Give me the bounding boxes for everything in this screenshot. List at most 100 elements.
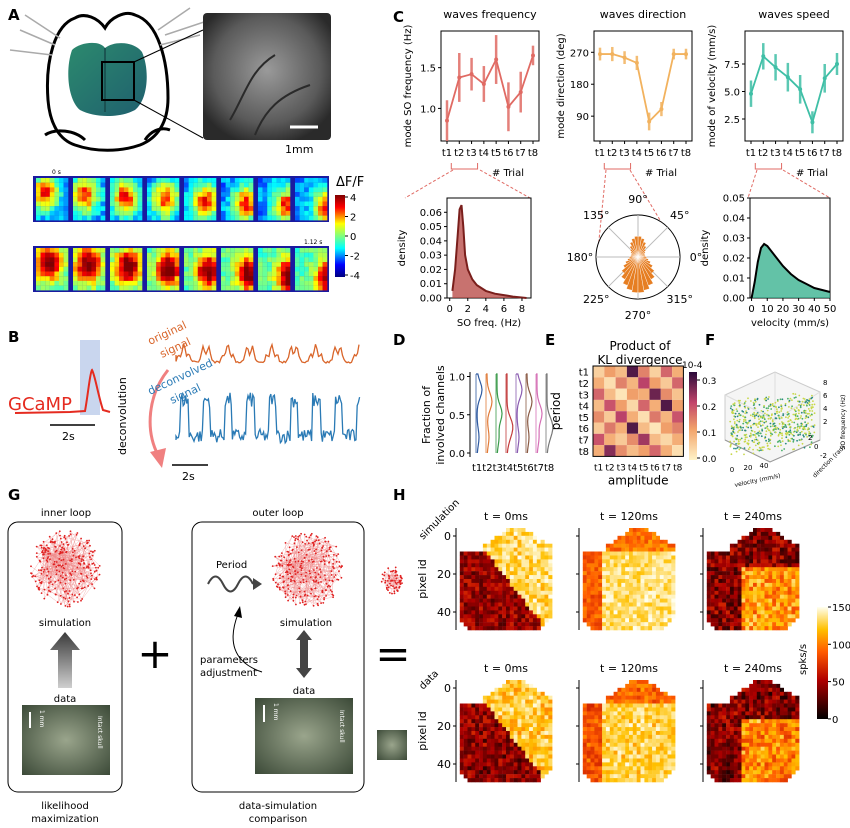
map-pixel xyxy=(791,571,796,576)
y-tick-label: 0.0 xyxy=(449,449,465,460)
scatter-point xyxy=(754,400,757,403)
network-node xyxy=(90,572,92,575)
map-pixel xyxy=(594,614,599,619)
map-pixel xyxy=(722,555,727,560)
frame-pixel xyxy=(299,182,305,188)
frame-pixel xyxy=(77,206,83,211)
map-pixel xyxy=(640,575,645,580)
frame-pixel xyxy=(207,182,212,188)
map-pixel xyxy=(629,567,634,572)
network-edge xyxy=(311,559,316,589)
map-pixel xyxy=(737,606,742,611)
map-pixel xyxy=(544,606,549,611)
map-pixel xyxy=(710,555,715,560)
frame-pixel xyxy=(36,285,41,291)
activity-frame xyxy=(147,248,180,291)
frame-pixel xyxy=(59,201,64,207)
map-pixel xyxy=(795,547,800,552)
map-pixel xyxy=(594,626,599,631)
network-node xyxy=(49,558,51,561)
frame-pixel xyxy=(193,201,198,207)
map-pixel xyxy=(753,567,758,572)
frame-pixel xyxy=(281,285,286,291)
activity-frame xyxy=(147,178,180,221)
frame-pixel xyxy=(244,201,249,207)
map-pixel xyxy=(494,695,499,700)
frame-pixel xyxy=(322,280,328,286)
data-thumbnail xyxy=(377,730,407,760)
map-pixel xyxy=(617,555,622,560)
frame-pixel xyxy=(160,187,166,193)
frame-pixel xyxy=(234,187,240,193)
network-node xyxy=(47,556,50,558)
map-pixel xyxy=(459,614,464,619)
frame-pixel xyxy=(225,196,231,202)
network-edge xyxy=(328,555,334,567)
frame-pixel xyxy=(276,196,282,202)
map-pixel xyxy=(613,586,618,591)
network-node xyxy=(325,582,328,585)
frame-pixel xyxy=(54,266,60,272)
frame-pixel xyxy=(40,178,46,183)
map-pixel xyxy=(471,571,476,576)
map-pixel xyxy=(590,614,595,619)
map-pixel xyxy=(795,555,800,560)
map-pixel xyxy=(494,590,499,595)
network-node xyxy=(287,551,290,553)
map-pixel xyxy=(733,598,738,603)
frame-pixel xyxy=(207,178,212,183)
scatter-point xyxy=(739,414,742,417)
scatter-point xyxy=(788,415,791,418)
map-pixel xyxy=(722,626,727,631)
chart-title: waves speed xyxy=(758,8,829,21)
map-pixel xyxy=(749,606,754,611)
map-pixel xyxy=(532,547,537,552)
map-pixel xyxy=(764,626,769,631)
map-pixel xyxy=(467,579,472,584)
frame-pixel xyxy=(239,187,245,193)
map-pixel xyxy=(486,555,491,560)
map-pixel xyxy=(605,622,610,627)
network-node xyxy=(305,580,308,583)
map-pixel xyxy=(756,602,761,607)
scatter-point xyxy=(803,404,805,407)
map-pixel xyxy=(714,614,719,619)
map-pixel xyxy=(729,626,734,631)
network-node xyxy=(69,579,72,582)
map-pixel xyxy=(506,622,511,627)
map-pixel xyxy=(733,590,738,595)
scatter-point xyxy=(746,442,749,445)
map-pixel xyxy=(663,571,668,576)
scatter-point xyxy=(730,405,733,407)
scatter-point xyxy=(780,410,783,412)
frame-pixel xyxy=(207,276,212,281)
frame-pixel xyxy=(100,285,106,291)
map-pixel xyxy=(598,622,603,627)
frame-pixel xyxy=(211,262,217,267)
network-node xyxy=(35,555,38,558)
frame-pixel xyxy=(45,262,50,267)
frame-pixel xyxy=(86,266,92,272)
map-pixel xyxy=(598,579,603,584)
axes-frame xyxy=(440,30,540,142)
frame-pixel xyxy=(147,252,152,258)
map-pixel xyxy=(640,563,645,568)
activity-frame xyxy=(295,248,328,291)
data-point xyxy=(622,55,627,60)
map-pixel xyxy=(710,582,715,588)
map-pixel xyxy=(494,606,499,611)
network-node xyxy=(91,574,93,577)
heatmap-cell xyxy=(604,422,616,434)
frame-pixel xyxy=(230,206,235,211)
frame-pixel xyxy=(54,248,60,253)
map-pixel xyxy=(529,563,534,568)
frame-pixel xyxy=(77,192,83,197)
map-pixel xyxy=(745,535,750,540)
frame-pixel xyxy=(73,271,78,277)
frame-pixel xyxy=(40,210,46,216)
scatter-point xyxy=(743,418,745,421)
map-pixel xyxy=(540,586,545,591)
frame-pixel xyxy=(285,215,291,221)
activity-frame xyxy=(73,248,106,291)
frame-pixel xyxy=(308,280,314,286)
